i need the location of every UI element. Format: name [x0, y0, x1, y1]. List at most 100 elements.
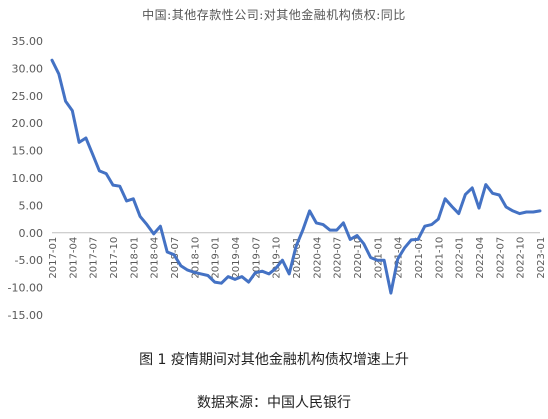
x-tick-label: 2022-10 [516, 237, 527, 279]
data-point [356, 234, 358, 236]
figure-caption: 图 1 疫情期间对其他金融机构债权增速上升 [139, 352, 409, 368]
data-point [268, 273, 270, 275]
x-tick-label: 2017-10 [109, 237, 120, 279]
data-point [288, 273, 290, 275]
data-point [85, 137, 87, 139]
x-tick-label: 2019-01 [211, 237, 222, 279]
data-point [512, 210, 514, 212]
series-line [50, 58, 542, 295]
data-point [186, 269, 188, 271]
x-tick-label: 2019-07 [251, 237, 262, 279]
data-point [390, 292, 392, 294]
x-tick-label: 2018-10 [190, 237, 201, 279]
source-note: 数据来源：中国人民银行 [197, 395, 351, 411]
series-group [50, 58, 542, 295]
data-point [335, 229, 337, 231]
data-point [247, 281, 249, 283]
data-point [241, 275, 243, 277]
data-point [64, 100, 66, 102]
x-tick-label: 2017-04 [68, 237, 79, 279]
data-point [315, 222, 317, 224]
y-tick-label: 35.00 [12, 35, 44, 48]
data-point [383, 259, 385, 261]
x-tick-label: 2020-01 [292, 237, 303, 279]
data-point [139, 215, 141, 217]
data-point [342, 222, 344, 224]
data-point [322, 223, 324, 225]
data-point [91, 153, 93, 155]
y-tick-label: -15.00 [8, 309, 43, 322]
data-point [478, 207, 480, 209]
data-point [173, 254, 175, 256]
x-tick-label: 2019-04 [231, 237, 242, 279]
data-point [491, 192, 493, 194]
data-point [437, 218, 439, 220]
x-tick-label: 2022-07 [495, 237, 506, 279]
y-tick-label: 5.00 [19, 199, 44, 212]
data-point [430, 223, 432, 225]
x-tick-label: 2020-04 [312, 237, 323, 279]
data-point [166, 251, 168, 253]
x-tick-label: 2021-01 [373, 237, 384, 279]
data-point [302, 229, 304, 231]
data-point [424, 225, 426, 227]
y-tick-label: 20.00 [12, 117, 44, 130]
y-tick-label: 15.00 [12, 145, 44, 158]
x-tick-label: 2021-07 [414, 237, 425, 279]
x-tick-label: 2021-10 [434, 237, 445, 279]
line-chart: 35.00 30.00 25.00 20.00 15.00 10.00 5.00 0.00 -5… [8, 35, 547, 322]
data-point [58, 73, 60, 75]
data-point [539, 210, 541, 212]
data-point [396, 258, 398, 260]
x-tick-label: 2022-01 [455, 237, 466, 279]
data-point [119, 185, 121, 187]
data-point [200, 273, 202, 275]
data-point [98, 170, 100, 172]
x-tick-label: 2020-10 [353, 237, 364, 279]
data-point [261, 270, 263, 272]
y-tick-label: 10.00 [12, 172, 44, 185]
data-point [274, 267, 276, 269]
data-point [410, 239, 412, 241]
data-point [471, 187, 473, 189]
data-point [234, 278, 236, 280]
data-point [213, 281, 215, 283]
x-tick-label: 2022-04 [475, 237, 486, 279]
data-point [505, 206, 507, 208]
data-point [207, 274, 209, 276]
x-tick-label: 2018-01 [129, 237, 140, 279]
data-point [281, 259, 283, 261]
data-point [132, 198, 134, 200]
chart-title: 中国:其他存款性公司:对其他金融机构债权:同比 [142, 8, 406, 22]
data-point [71, 109, 73, 111]
data-point [159, 225, 161, 227]
x-tick-label: 2018-04 [150, 237, 161, 279]
data-point [369, 256, 371, 258]
data-point [417, 238, 419, 240]
data-point [227, 275, 229, 277]
data-point [498, 194, 500, 196]
data-point [525, 211, 527, 213]
x-tick-label: 2017-07 [89, 237, 100, 279]
data-point [180, 264, 182, 266]
y-tick-label: -5.00 [15, 254, 43, 267]
data-point [152, 233, 154, 235]
data-point [451, 205, 453, 207]
data-point [485, 183, 487, 185]
y-tick-label: 30.00 [12, 62, 44, 75]
data-point [254, 272, 256, 274]
data-point [403, 247, 405, 249]
data-point [105, 172, 107, 174]
data-point [295, 245, 297, 247]
x-tick-label: 2020-07 [333, 237, 344, 279]
data-point [112, 184, 114, 186]
data-point [308, 210, 310, 212]
data-point [518, 212, 520, 214]
data-point [349, 238, 351, 240]
data-point [363, 243, 365, 245]
y-tick-label: -10.00 [8, 282, 43, 295]
data-point [125, 200, 127, 202]
data-point [146, 223, 148, 225]
data-point [457, 212, 459, 214]
data-point [532, 211, 534, 213]
